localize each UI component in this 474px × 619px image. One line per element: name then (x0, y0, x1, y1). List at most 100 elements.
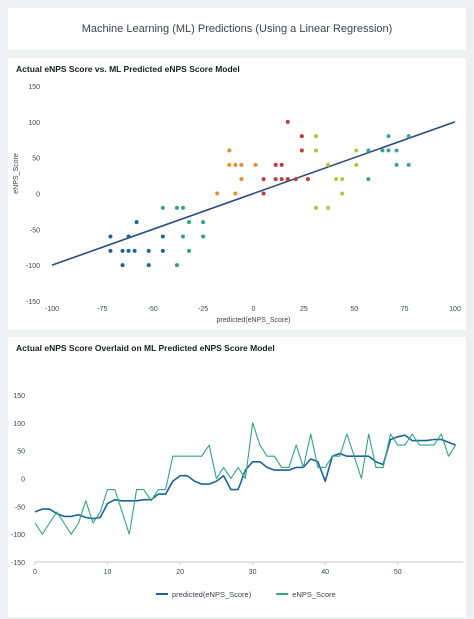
dashboard-title: Machine Learning (ML) Predictions (Using… (8, 8, 466, 50)
y-tick-label: 50 (32, 156, 40, 163)
y-tick-label: -150 (26, 299, 40, 306)
x-tick-label: 10 (104, 569, 112, 576)
scatter-point (132, 248, 137, 253)
y-tick-label: 50 (17, 449, 25, 456)
scatter-point (160, 248, 165, 253)
x-tick-label: 20 (176, 569, 184, 576)
scatter-point (233, 162, 238, 167)
y-tick-label: -100 (26, 263, 40, 270)
scatter-point (313, 148, 318, 153)
scatter-point (380, 148, 385, 153)
x-tick-label: 0 (33, 569, 37, 576)
scatter-point (146, 263, 151, 268)
scatter-point (120, 248, 125, 253)
scatter-point (354, 162, 359, 167)
scatter-point (386, 148, 391, 153)
regression-line (51, 121, 456, 266)
y-tick-label: 150 (13, 393, 25, 400)
scatter-point (366, 177, 371, 182)
scatter-point (394, 148, 399, 153)
scatter-panel: Actual eNPS Score vs. ML Predicted eNPS … (8, 58, 466, 330)
y-tick-label: -50 (30, 227, 40, 234)
x-tick-label: -50 (148, 306, 158, 313)
line-panel: Actual eNPS Score Overlaid on ML Predict… (8, 337, 466, 617)
x-tick-label: 50 (394, 569, 402, 576)
scatter-point (134, 220, 139, 225)
line-chart: 150 100 50 0 -50 -100 -150 0 10 20 30 40 50 predicted… (11, 393, 463, 599)
legend-label-predicted: predicted(eNPS_Score) (172, 590, 252, 599)
scatter-point (313, 205, 318, 210)
x-tick-label: 40 (321, 569, 329, 576)
line-panel-title: Actual eNPS Score Overlaid on ML Predict… (16, 343, 275, 353)
scatter-point (215, 191, 220, 196)
scatter-point (174, 263, 179, 268)
scatter-point (305, 177, 310, 182)
scatter-point (340, 177, 345, 182)
scatter-point (334, 177, 339, 182)
scatter-point (160, 234, 165, 239)
x-tick-label: 30 (249, 569, 257, 576)
scatter-point (406, 134, 411, 139)
scatter-point (108, 234, 113, 239)
scatter-point (233, 191, 238, 196)
scatter-point (180, 234, 185, 239)
y-tick-label: 100 (28, 120, 40, 127)
scatter-point (201, 220, 206, 225)
y-tick-label: 100 (13, 421, 25, 428)
scatter-point (340, 191, 345, 196)
y-tick-label: -50 (15, 504, 25, 511)
scatter-point (253, 162, 258, 167)
y-tick-label: -150 (11, 560, 25, 567)
scatter-point (313, 134, 318, 139)
scatter-point (120, 263, 125, 268)
scatter-point (299, 134, 304, 139)
scatter-point (273, 177, 278, 182)
scatter-point (299, 148, 304, 153)
scatter-point (406, 162, 411, 167)
scatter-point (326, 205, 331, 210)
scatter-point (174, 205, 179, 210)
y-tick-label: 0 (36, 192, 40, 199)
scatter-point (366, 148, 371, 153)
y-tick-label: 150 (28, 84, 40, 91)
scatter-point (227, 162, 232, 167)
x-axis-label: predicted(eNPS_Score) (217, 317, 291, 324)
scatter-point (354, 148, 359, 153)
scatter-point (126, 248, 131, 253)
scatter-point (273, 162, 278, 167)
scatter-point (285, 177, 290, 182)
actual-series-line (34, 422, 457, 535)
scatter-chart: 150 100 50 0 -50 -100 -150 -100 -75 -50 -25 0 25 50 75… (13, 84, 461, 324)
y-tick-label: 0 (21, 477, 25, 484)
x-tick-label: -100 (45, 306, 59, 313)
x-tick-label: 100 (449, 306, 461, 313)
scatter-point (261, 191, 266, 196)
scatter-point (160, 205, 165, 210)
y-tick-label: -100 (11, 532, 25, 539)
x-tick-label: 75 (401, 306, 409, 313)
scatter-point (326, 162, 331, 167)
scatter-point (180, 205, 185, 210)
scatter-point (187, 248, 192, 253)
legend-label-actual: eNPS_Score (292, 590, 335, 599)
scatter-point (279, 177, 284, 182)
scatter-point (293, 177, 298, 182)
scatter-point (108, 248, 113, 253)
scatter-point (261, 177, 266, 182)
scatter-point (126, 234, 131, 239)
x-tick-label: 25 (300, 306, 308, 313)
scatter-point (394, 162, 399, 167)
scatter-point (285, 119, 290, 124)
scatter-point (187, 220, 192, 225)
scatter-point (239, 177, 244, 182)
scatter-point (227, 148, 232, 153)
x-tick-label: 50 (350, 306, 358, 313)
x-tick-label: -25 (198, 306, 208, 313)
x-tick-label: -75 (97, 306, 107, 313)
scatter-point (201, 234, 206, 239)
x-tick-label: 0 (252, 306, 256, 313)
scatter-point (146, 248, 151, 253)
scatter-point (239, 162, 244, 167)
scatter-point (279, 162, 284, 167)
y-axis-label: eNPS_Score (13, 153, 20, 194)
